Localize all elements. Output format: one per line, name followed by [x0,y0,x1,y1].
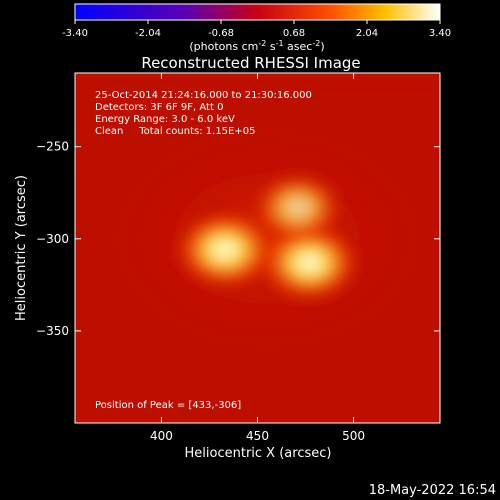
colorbar-gradient [74,3,441,21]
colorbar-tick-label: 2.04 [356,28,378,39]
y-axis: −250 −300 −350 [36,140,440,338]
x-tick-label: 500 [342,429,365,443]
chart-title: Reconstructed RHESSI Image [141,54,360,72]
heatmap-source [173,209,277,291]
info-line-counts: Clean Total counts: 1.15E+05 [95,126,255,137]
colorbar-tick-labels: -3.40 -2.04 -0.68 0.68 2.04 3.40 [62,28,451,39]
y-tick-label: −300 [36,232,69,246]
y-axis-label: Heliocentric Y (arcsec) [14,175,29,321]
colorbar-tick-label: 0.68 [283,28,305,39]
y-tick-label: −250 [36,140,69,154]
peak-position-text: Position of Peak = [433,-306] [95,400,241,411]
info-line-energy: Energy Range: 3.0 - 6.0 keV [95,114,235,125]
colorbar-tick-label: 3.40 [429,28,451,39]
x-tick-label: 450 [246,429,269,443]
colorbar-unit-label: (photons cm-2 s-1 asec-2) [189,39,324,53]
colorbar-tick-label: -2.04 [135,28,161,39]
x-axis: 400 450 500 [150,73,365,443]
colorbar-tick-label: -0.68 [208,28,234,39]
colorbar: -3.40 -2.04 -0.68 0.68 2.04 3.40 (photons cm-… [62,3,451,53]
timestamp: 18-May-2022 16:54 [369,483,496,498]
heatmap-sources [113,128,421,349]
colorbar-tick-label: -3.40 [62,28,88,39]
heatmap [74,72,441,424]
info-block: 25-Oct-2014 21:24:16.000 to 21:30:16.000… [95,90,312,137]
heatmap-source [251,171,344,244]
x-axis-label: Heliocentric X (arcsec) [185,446,332,461]
info-line-detectors: Detectors: 3F 6F 9F, Att 0 [95,102,223,113]
heatmap-source [257,222,362,304]
y-tick-label: −350 [36,324,69,338]
x-tick-label: 400 [150,429,173,443]
colorbar-ticks [74,20,441,24]
info-line-time: 25-Oct-2014 21:24:16.000 to 21:30:16.000 [95,90,312,101]
